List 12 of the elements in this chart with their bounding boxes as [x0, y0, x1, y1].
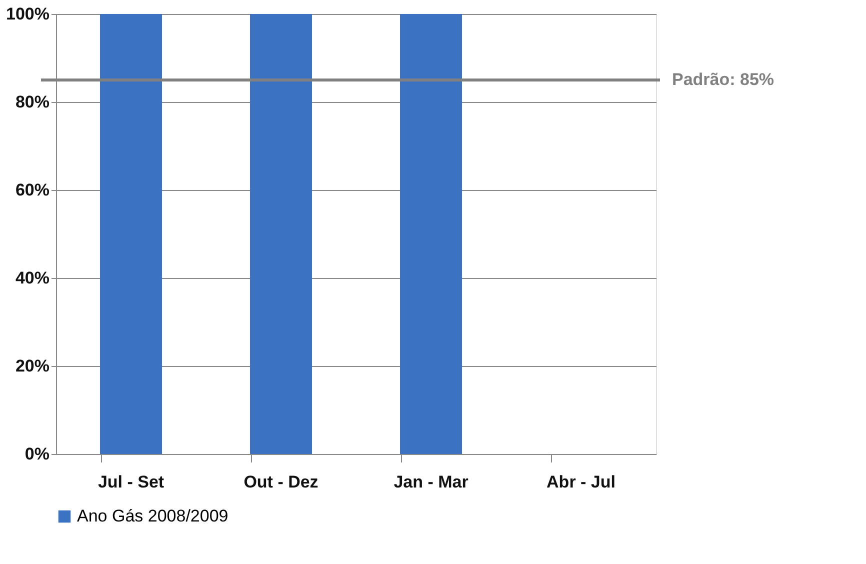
ref-line-label: Padrão: 85% — [672, 70, 774, 89]
x-tick-label: Jul - Set — [98, 472, 164, 492]
x-tick-label: Jan - Mar — [394, 472, 469, 492]
legend-label: Ano Gás 2008/2009 — [77, 506, 228, 526]
y-tick-label: 100% — [6, 4, 50, 24]
y-tick-label: 40% — [15, 268, 50, 288]
y-tick-label: 80% — [15, 92, 50, 112]
y-tick-label: 60% — [15, 180, 50, 200]
x-tick-label: Out - Dez — [244, 472, 318, 492]
x-tick-label: Abr - Jul — [546, 472, 616, 492]
y-tick-label: 0% — [24, 444, 50, 464]
y-tick-label: 20% — [15, 356, 50, 376]
